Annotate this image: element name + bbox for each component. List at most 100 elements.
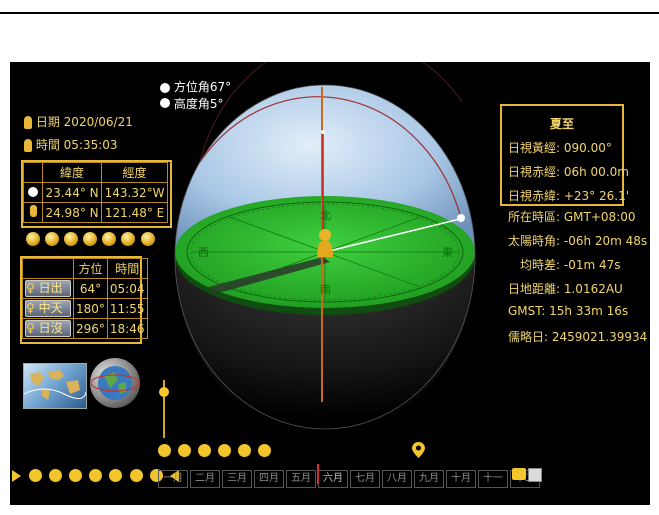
play-icon[interactable] bbox=[12, 470, 21, 482]
observer-figure bbox=[317, 229, 333, 257]
coin-button-icon[interactable] bbox=[140, 232, 155, 246]
time-label: 時間 bbox=[35, 138, 60, 152]
step-back-icon[interactable] bbox=[169, 470, 179, 482]
step-forward-icon[interactable] bbox=[149, 469, 163, 482]
sun-dot-icon bbox=[160, 83, 170, 93]
month-nov[interactable]: 十一 bbox=[478, 470, 508, 488]
tool-icons bbox=[158, 442, 273, 461]
month-jun[interactable]: 六月 bbox=[318, 470, 348, 488]
month-apr[interactable]: 四月 bbox=[254, 470, 284, 488]
gmst-text: GMST: 15h 33m 16s bbox=[508, 304, 629, 318]
person-icon bbox=[24, 139, 32, 152]
right-ascension: 日視赤經: 06h 00.0m bbox=[508, 165, 629, 179]
season-button-icon[interactable] bbox=[89, 469, 103, 482]
season-button-icon[interactable] bbox=[49, 469, 63, 482]
coin-button-icon[interactable] bbox=[64, 232, 79, 246]
altitude-readout: 高度角5° bbox=[160, 95, 223, 112]
record-icon[interactable] bbox=[129, 469, 143, 482]
world-map-thumbnail[interactable] bbox=[23, 363, 87, 409]
noon-button[interactable]: ♀ 中天 bbox=[25, 300, 71, 317]
sun-icon bbox=[28, 186, 38, 197]
earth-globe-icon bbox=[90, 366, 140, 400]
altitude-slider-track[interactable] bbox=[163, 380, 165, 438]
person-icon bbox=[24, 116, 32, 129]
coin-button-icon[interactable] bbox=[26, 232, 40, 246]
world-map-icon bbox=[23, 370, 87, 400]
table-row: ♀ 中天 180° 11:55 bbox=[22, 298, 148, 319]
sun-latitude: 23.44° N bbox=[41, 182, 103, 203]
observer-latitude: 24.98° N bbox=[41, 202, 103, 223]
playback-controls bbox=[12, 467, 179, 486]
time-value[interactable]: 05:35:03 bbox=[63, 138, 118, 152]
grid-tool-icon[interactable] bbox=[198, 444, 212, 457]
altitude-text: 高度角5° bbox=[173, 97, 224, 111]
solstice-title: 夏至 bbox=[549, 117, 574, 131]
hour-angle-text: 太陽時角: -06h 20m 48s bbox=[508, 234, 648, 248]
altitude-slider-handle[interactable] bbox=[159, 387, 169, 397]
latitude-header: 緯度 bbox=[41, 162, 103, 183]
coin-button-icon[interactable] bbox=[121, 232, 136, 246]
sun-tool-icon[interactable] bbox=[178, 444, 192, 457]
table-row: 23.44° N 143.32°W bbox=[23, 182, 168, 203]
season-button-icon[interactable] bbox=[109, 469, 123, 482]
month-mar[interactable]: 三月 bbox=[222, 470, 252, 488]
sunset-time: 18:46 bbox=[106, 318, 148, 339]
close-tool-icon[interactable] bbox=[258, 444, 272, 457]
azimuth-text: 方位角67° bbox=[173, 80, 232, 94]
person-icon bbox=[29, 205, 37, 217]
month-oct[interactable]: 十月 bbox=[446, 470, 476, 488]
table-row: 24.98° N 121.48° E bbox=[23, 202, 168, 223]
observer-longitude: 121.48° E bbox=[101, 202, 168, 223]
folder-icon[interactable] bbox=[512, 468, 526, 480]
time-row: 時間 05:35:03 bbox=[24, 136, 118, 153]
zenith-marker bbox=[321, 130, 325, 134]
shadow bbox=[208, 257, 330, 294]
season-button-icon[interactable] bbox=[69, 469, 83, 482]
location-pin-icon[interactable] bbox=[412, 442, 425, 458]
sun-ray bbox=[324, 218, 461, 253]
timezone-text: 所在時區: GMT+08:00 bbox=[508, 210, 636, 224]
sun-path bbox=[199, 96, 463, 223]
season-button-icon[interactable] bbox=[29, 469, 43, 482]
globe-button[interactable] bbox=[90, 358, 140, 408]
shadow-tool-icon[interactable] bbox=[218, 444, 232, 457]
month-bar: 一月二月三月四月五月六月七月八月九月十月十一十二 bbox=[158, 466, 542, 488]
compass-east: 東 bbox=[442, 246, 453, 259]
time-header: 時間 bbox=[106, 258, 148, 279]
date-value[interactable]: 2020/06/21 bbox=[63, 115, 133, 129]
longitude-header: 經度 bbox=[101, 162, 168, 183]
azimuth-header: 方位 bbox=[73, 258, 108, 279]
coin-button-icon[interactable] bbox=[83, 232, 98, 246]
location-table-frame bbox=[21, 160, 172, 228]
table-row: ♀ 日沒 296° 18:46 bbox=[22, 318, 148, 339]
compass-north: 北 bbox=[320, 209, 331, 222]
top-divider bbox=[0, 12, 659, 14]
month-aug[interactable]: 八月 bbox=[382, 470, 412, 488]
season-buttons bbox=[26, 231, 155, 250]
sunset-button[interactable]: ♀ 日沒 bbox=[25, 320, 71, 337]
month-jan[interactable]: 一月 bbox=[158, 470, 188, 488]
sun-simulator-app: 方位角67° 高度角5° 日期 2020/06/21 時間 05:35:03 緯… bbox=[10, 62, 650, 505]
sun-marker[interactable] bbox=[457, 214, 465, 222]
sun-longitude: 143.32°W bbox=[101, 182, 168, 203]
azimuth-readout: 方位角67° bbox=[160, 78, 231, 95]
save-icon[interactable] bbox=[528, 468, 542, 482]
julian-day-text: 儒略日: 2459021.39934 bbox=[508, 330, 648, 344]
compass-tool-icon[interactable] bbox=[158, 444, 171, 457]
month-feb[interactable]: 二月 bbox=[190, 470, 220, 488]
sunrise-button[interactable]: ♀ 日出 bbox=[25, 280, 71, 297]
sunrise-time: 05:04 bbox=[106, 278, 148, 299]
noon-time: 11:55 bbox=[106, 298, 148, 319]
month-indicator bbox=[317, 464, 319, 484]
path-tool-icon[interactable] bbox=[238, 444, 252, 457]
solstice-panel: 夏至 日視黃經: 090.00° 日視赤經: 06h 00.0m 日視赤緯: +… bbox=[500, 104, 630, 206]
month-jul[interactable]: 七月 bbox=[350, 470, 380, 488]
coin-button-icon[interactable] bbox=[102, 232, 117, 246]
earth-sun-distance-text: 日地距離: 1.0162AU bbox=[508, 282, 623, 296]
month-may[interactable]: 五月 bbox=[286, 470, 316, 488]
celestial-sphere[interactable]: 北 南 東 西 bbox=[160, 62, 500, 462]
coin-button-icon[interactable] bbox=[45, 232, 60, 246]
declination: 日視赤緯: +23° 26.1' bbox=[508, 189, 630, 203]
month-sep[interactable]: 九月 bbox=[414, 470, 444, 488]
ecliptic-longitude: 日視黃經: 090.00° bbox=[508, 141, 612, 155]
